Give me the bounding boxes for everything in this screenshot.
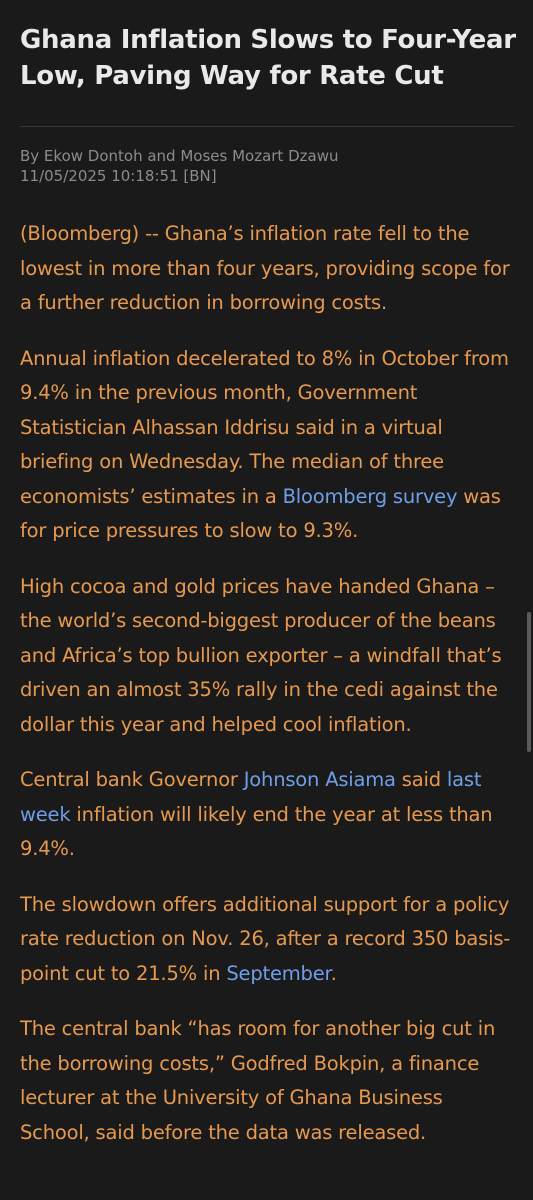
header-divider [20, 126, 514, 127]
bloomberg-survey-link[interactable]: Bloomberg survey [282, 484, 458, 508]
paragraph-5-text-a: The slowdown offers additional support f… [20, 892, 511, 985]
paragraph-3: High cocoa and gold prices have handed G… [20, 574, 502, 736]
paragraph-1: (Bloomberg) -- Ghana’s inflation rate fe… [20, 222, 510, 314]
paragraph-2-text-b: was for price pressures to slow to 9.3%. [20, 484, 501, 543]
paragraph-2: Annual inflation decelerated to 8% in Oc… [20, 342, 516, 549]
byline: By Ekow Dontoh and Moses Mozart Dzawu [20, 147, 339, 165]
scrollbar-thumb[interactable] [527, 612, 531, 752]
paragraph-2-text-a: Annual inflation decelerated to 8% in Oc… [20, 346, 509, 508]
paragraph-4-text-c: inflation will likely end the year at le… [20, 802, 493, 861]
paragraph-4-text-b: said [395, 768, 447, 791]
article-headline: Ghana Inflation Slows to Four-Year Low, … [20, 25, 516, 91]
paragraph-4: Central bank Governor Johnson Asiama sai… [20, 763, 516, 867]
timestamp: 11/05/2025 10:18:51 [BN] [20, 167, 217, 185]
article-meta: By Ekow Dontoh and Moses Mozart Dzawu 11… [20, 146, 514, 186]
paragraph-4-text-a: Central bank Governor [20, 768, 244, 791]
paragraph-5: The slowdown offers additional support f… [20, 888, 516, 992]
johnson-asiama-link[interactable]: Johnson Asiama [243, 768, 396, 791]
paragraph-5-text-b: . [330, 961, 337, 985]
september-link[interactable]: September [226, 961, 331, 985]
article-body: (Bloomberg) -- Ghana’s inflation rate fe… [20, 217, 516, 1171]
paragraph-6: The central bank “has room for another b… [20, 1017, 496, 1144]
last-week-link[interactable]: last week [20, 768, 482, 826]
